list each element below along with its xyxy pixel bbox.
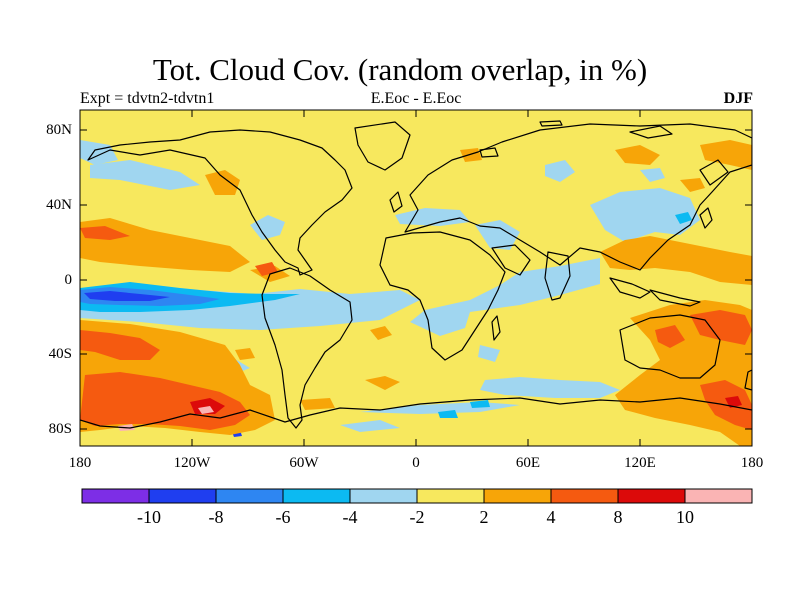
colorbar-label: -4 <box>342 507 358 527</box>
colorbar-label: -8 <box>208 507 224 527</box>
colorbar-swatch <box>81 488 150 504</box>
positive-extreme-regions <box>118 406 214 431</box>
coastlines <box>80 120 752 429</box>
lon-label-120e: 120E <box>624 455 656 471</box>
colorbar-label: -2 <box>409 507 425 527</box>
positive-strong-regions <box>190 396 742 414</box>
lat-label-80s: 80S <box>48 421 72 437</box>
colorbar-label: 2 <box>479 507 489 527</box>
lon-label-60w: 60W <box>289 455 319 471</box>
colorbar-swatch <box>282 488 351 504</box>
colorbar-label: -10 <box>137 507 161 527</box>
colorbar-swatch <box>684 488 753 504</box>
lon-label-180w: 180 <box>68 455 92 471</box>
colorbar-swatch <box>416 488 485 504</box>
colorbar <box>81 488 753 504</box>
lon-label-120w: 120W <box>173 455 211 471</box>
colorbar-swatch <box>617 488 686 504</box>
colorbar-label: -6 <box>275 507 291 527</box>
season-label: DJF <box>723 90 753 107</box>
colorbar-swatch <box>148 488 217 504</box>
colorbar-swatch <box>349 488 418 504</box>
map-title: Tot. Cloud Cov. (random overlap, in %) <box>152 52 648 87</box>
positive-large-regions <box>80 226 752 430</box>
lat-label-0: 0 <box>64 272 73 288</box>
lat-label-40n: 40N <box>46 197 72 213</box>
axis-ticks <box>80 110 752 446</box>
colorbar-label: 10 <box>676 507 694 527</box>
colorbar-swatch <box>483 488 552 504</box>
lat-label-80n: 80N <box>46 122 72 138</box>
colorbar-swatch <box>550 488 619 504</box>
period-label: E.Eoc - E.Eoc <box>370 90 462 107</box>
contour-field <box>80 110 752 446</box>
colorbar-label: 4 <box>546 507 556 527</box>
lon-label-0: 0 <box>412 455 420 471</box>
lon-label-60e: 60E <box>515 455 541 471</box>
experiment-label: Expt = tdvtn2-tdvtn1 <box>80 90 215 107</box>
lon-label-180e: 180 <box>740 455 764 471</box>
colorbar-label: 8 <box>613 507 623 527</box>
colorbar-swatch <box>215 488 284 504</box>
lat-label-40s: 40S <box>48 346 72 362</box>
